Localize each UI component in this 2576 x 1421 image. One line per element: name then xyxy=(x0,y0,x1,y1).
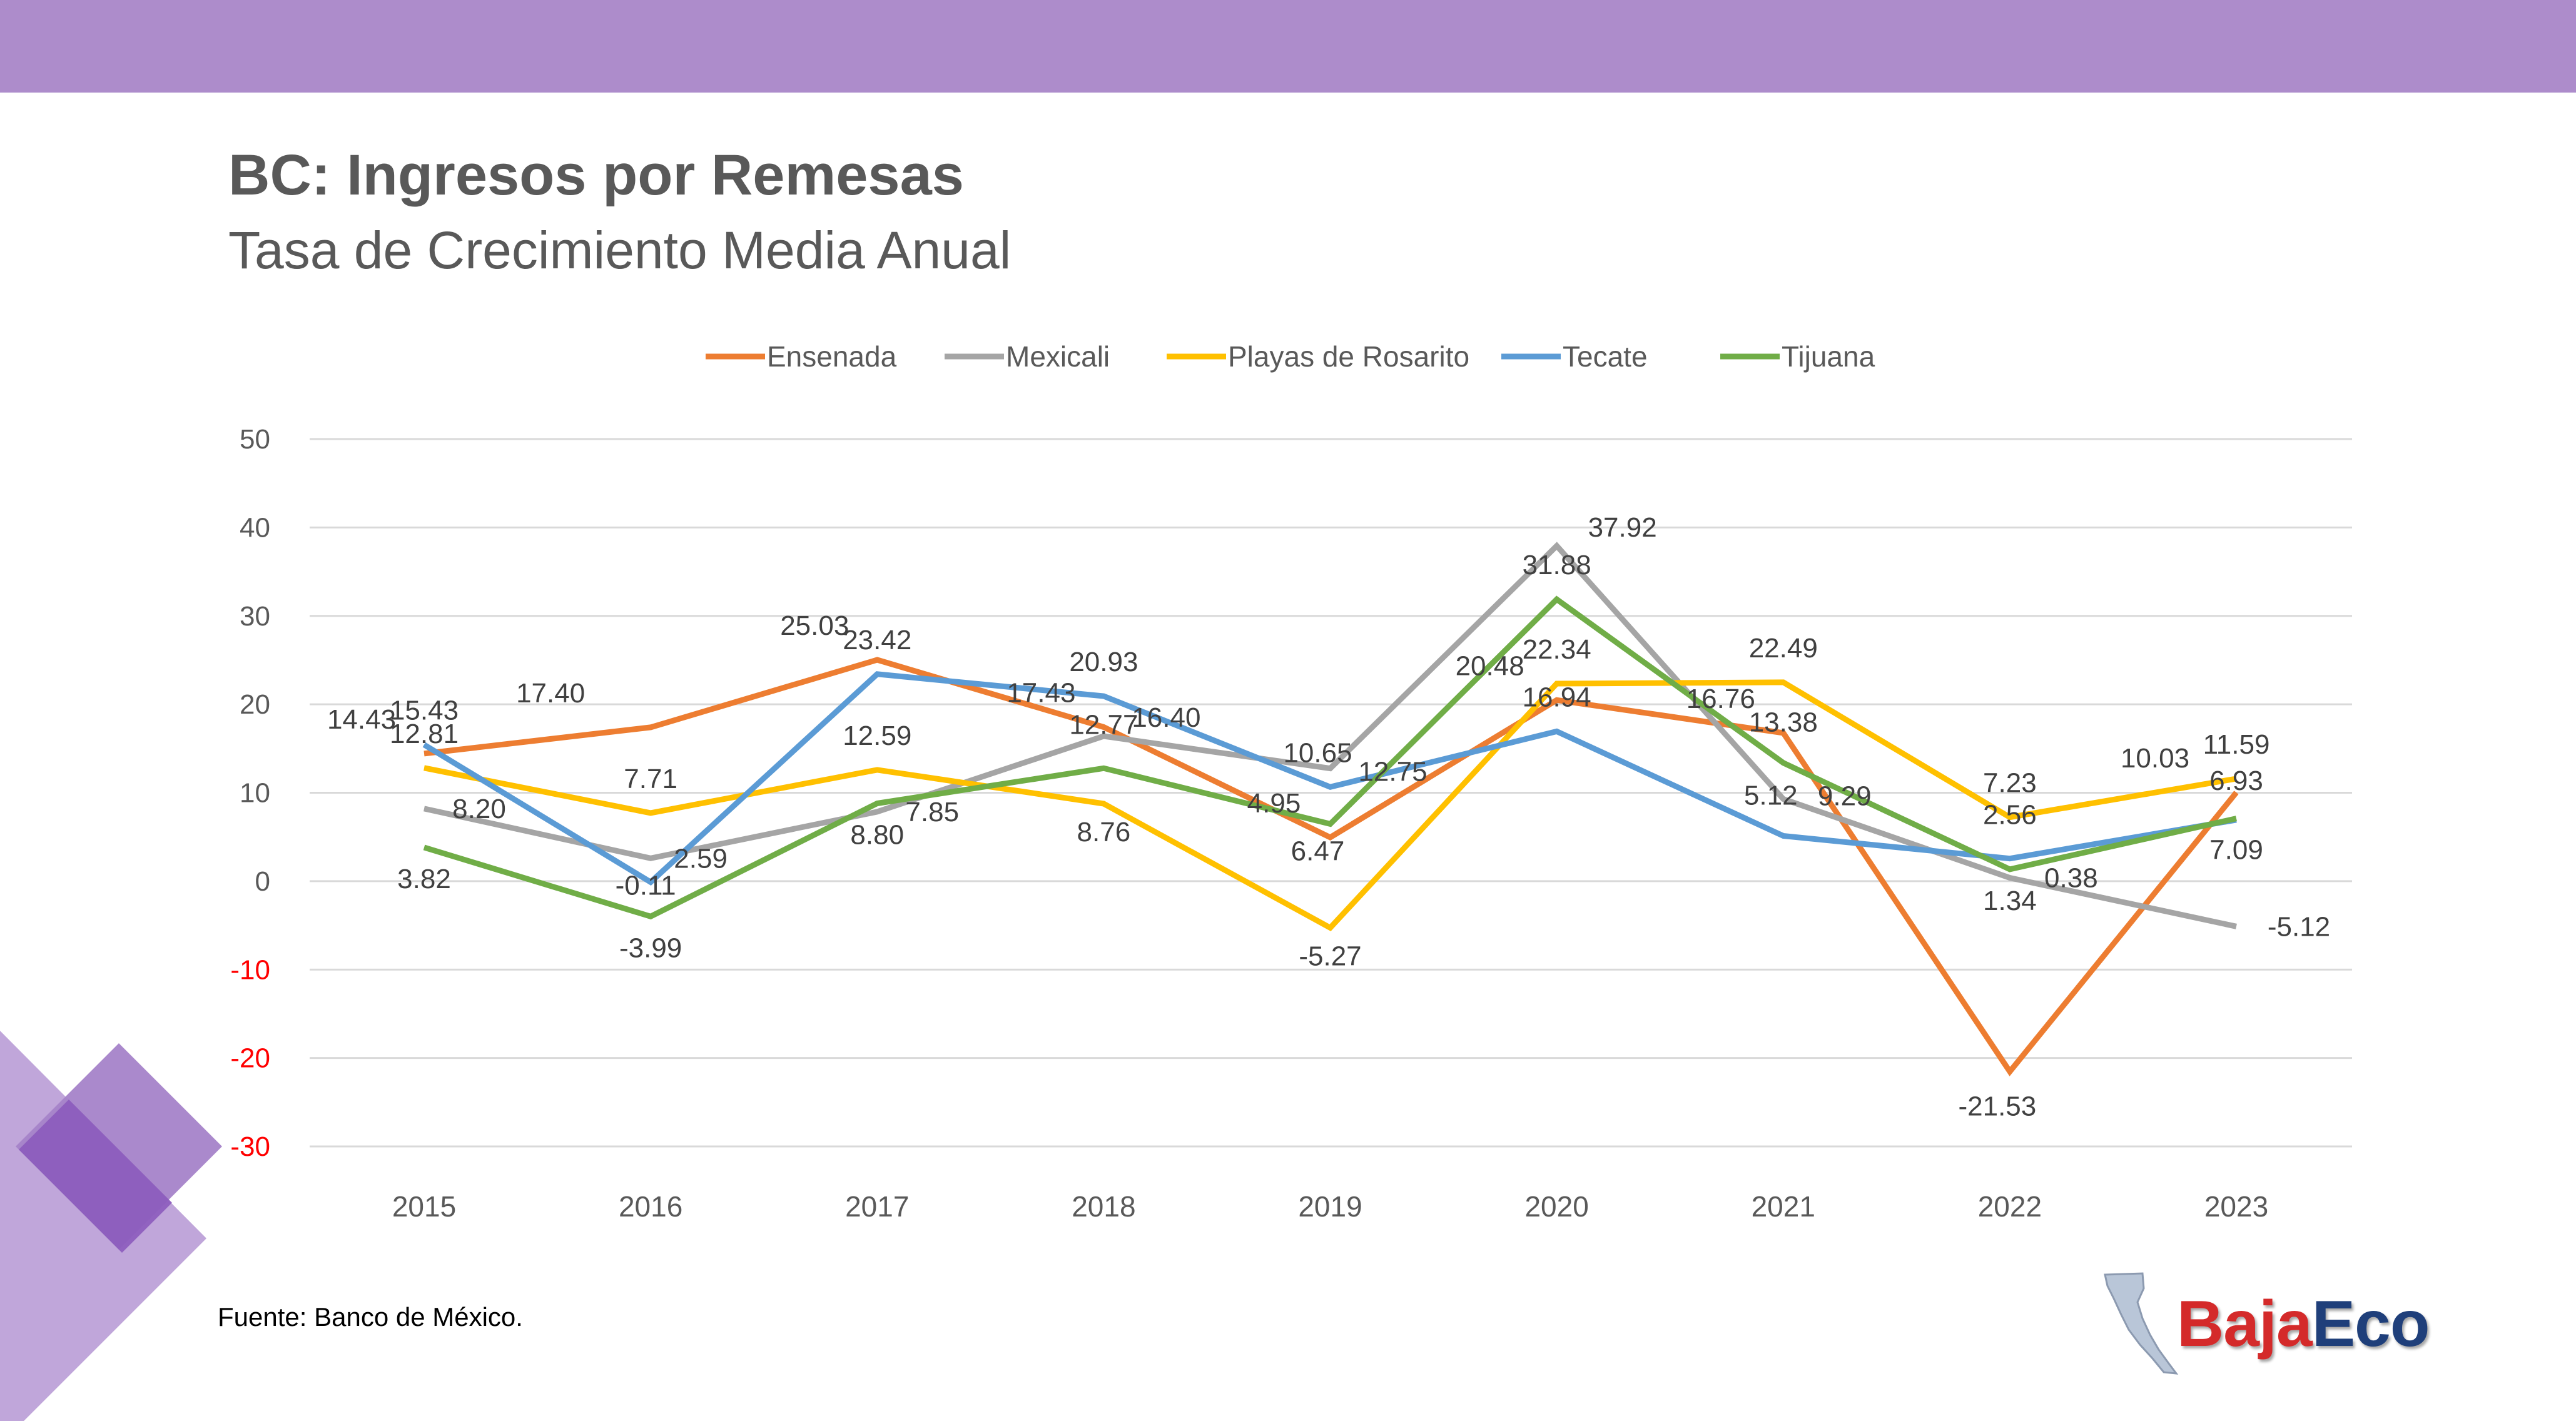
series-line xyxy=(423,657,2239,1076)
y-tick-label: -10 xyxy=(230,954,270,985)
data-label: 2.56 xyxy=(1983,800,2037,831)
grid xyxy=(310,438,2352,1148)
chart-title: BC: Ingresos por Remesas xyxy=(228,143,964,207)
x-tick-label: 2015 xyxy=(392,1190,456,1223)
data-label: -21.53 xyxy=(1958,1091,2036,1121)
data-label: 9.29 xyxy=(1818,781,1872,812)
header-band xyxy=(0,0,2576,93)
y-tick-label: -30 xyxy=(230,1131,270,1162)
data-label: 8.20 xyxy=(452,794,506,824)
series-line xyxy=(422,671,2237,886)
data-label: 7.85 xyxy=(905,797,959,827)
data-label: 37.92 xyxy=(1588,512,1657,543)
data-label: 4.95 xyxy=(1247,788,1301,819)
chart-subtitle: Tasa de Crecimiento Media Anual xyxy=(228,221,1012,280)
x-tick-label: 2019 xyxy=(1298,1190,1362,1223)
series-lines xyxy=(422,542,2239,1076)
y-tick-label: 50 xyxy=(240,424,270,455)
data-label: 17.40 xyxy=(516,678,585,709)
data-label: 3.82 xyxy=(397,864,451,894)
decorative-diamonds xyxy=(0,1031,222,1421)
data-label: 11.59 xyxy=(2203,729,2270,760)
y-tick-label: 30 xyxy=(240,601,270,632)
x-tick-label: 2018 xyxy=(1072,1190,1135,1223)
data-label: 7.23 xyxy=(1983,768,2037,799)
y-tick-label: 20 xyxy=(240,689,270,720)
data-label: -5.27 xyxy=(1299,941,1361,971)
data-label: 25.03 xyxy=(780,610,849,641)
data-label: 12.77 xyxy=(1069,709,1138,740)
data-label: 12.81 xyxy=(390,719,459,749)
baja-map-icon xyxy=(2104,1272,2179,1375)
bajaeco-logo: BajaEco xyxy=(2099,1270,2449,1376)
data-label: 0.38 xyxy=(2044,863,2098,894)
x-tick-label: 2020 xyxy=(1524,1190,1588,1223)
data-label: 1.34 xyxy=(1983,886,2037,916)
y-tick-label: 40 xyxy=(240,512,270,543)
y-tick-label: 10 xyxy=(240,778,270,809)
data-label: 16.94 xyxy=(1523,682,1591,712)
data-label: 23.42 xyxy=(843,625,911,655)
legend-entry: Tecate xyxy=(1563,340,1648,373)
data-label: 7.09 xyxy=(2209,835,2263,866)
data-label: 31.88 xyxy=(1523,550,1591,580)
data-label: 22.34 xyxy=(1523,634,1591,665)
x-tick-label: 2017 xyxy=(845,1190,909,1223)
data-label: 16.76 xyxy=(1686,684,1755,714)
data-label: 10.65 xyxy=(1283,737,1352,768)
logo-wordmark: BajaEco xyxy=(2177,1287,2430,1362)
data-label: 17.43 xyxy=(1007,677,1075,708)
logo-word-baja: Baja xyxy=(2177,1288,2313,1360)
legend-entry: Tijuana xyxy=(1782,340,1875,373)
data-label: 12.59 xyxy=(843,721,911,751)
x-tick-label: 2021 xyxy=(1752,1190,1815,1223)
series-line xyxy=(423,679,2237,932)
data-label: 22.49 xyxy=(1749,633,1818,664)
logo-word-eco: Eco xyxy=(2311,1288,2430,1360)
data-labels: 14.43 17.40 25.03 17.43 4.95 20.48 16.76 -21.53… xyxy=(327,512,2330,1121)
data-label: -0.11 xyxy=(616,870,676,901)
series-line xyxy=(423,595,2237,920)
y-tick-label: -20 xyxy=(230,1043,270,1074)
data-label: 10.03 xyxy=(2121,743,2189,774)
data-label: -5.12 xyxy=(2268,911,2330,942)
data-label: 20.48 xyxy=(1456,650,1524,681)
y-axis: 50 40 30 20 10 0 -10 -20 -30 xyxy=(230,424,270,1162)
line-chart: Ensenada Mexicali Playas de Rosarito Tecate… xyxy=(230,340,2352,1223)
x-tick-label: 2016 xyxy=(619,1190,682,1223)
x-tick-label: 2022 xyxy=(1978,1190,2042,1223)
legend: Ensenada Mexicali Playas de Rosarito Tecate… xyxy=(706,340,1875,373)
legend-entry: Ensenada xyxy=(767,340,897,373)
data-label: 5.12 xyxy=(1744,780,1798,811)
y-tick-label: 0 xyxy=(255,866,270,897)
data-label: 8.80 xyxy=(850,819,904,850)
source-note: Fuente: Banco de México. xyxy=(218,1302,523,1332)
data-label: 20.93 xyxy=(1069,647,1138,677)
data-label: 15.43 xyxy=(390,695,459,726)
data-label: 6.93 xyxy=(2209,766,2263,796)
data-label: 8.76 xyxy=(1077,817,1131,847)
data-label: 12.75 xyxy=(1358,757,1427,787)
x-axis: 2015 2016 2017 2018 2019 2020 2021 2022 2023 xyxy=(392,1190,2268,1223)
data-label: 14.43 xyxy=(327,704,396,735)
x-tick-label: 2023 xyxy=(2204,1190,2268,1223)
legend-entry: Mexicali xyxy=(1006,340,1110,373)
data-label: 6.47 xyxy=(1291,836,1345,866)
data-label: 13.38 xyxy=(1749,707,1818,738)
data-label: 2.59 xyxy=(674,843,728,874)
data-label: -3.99 xyxy=(619,933,682,963)
data-label: 7.71 xyxy=(624,764,677,794)
legend-entry: Playas de Rosarito xyxy=(1228,340,1469,373)
data-label: 16.40 xyxy=(1132,702,1200,733)
